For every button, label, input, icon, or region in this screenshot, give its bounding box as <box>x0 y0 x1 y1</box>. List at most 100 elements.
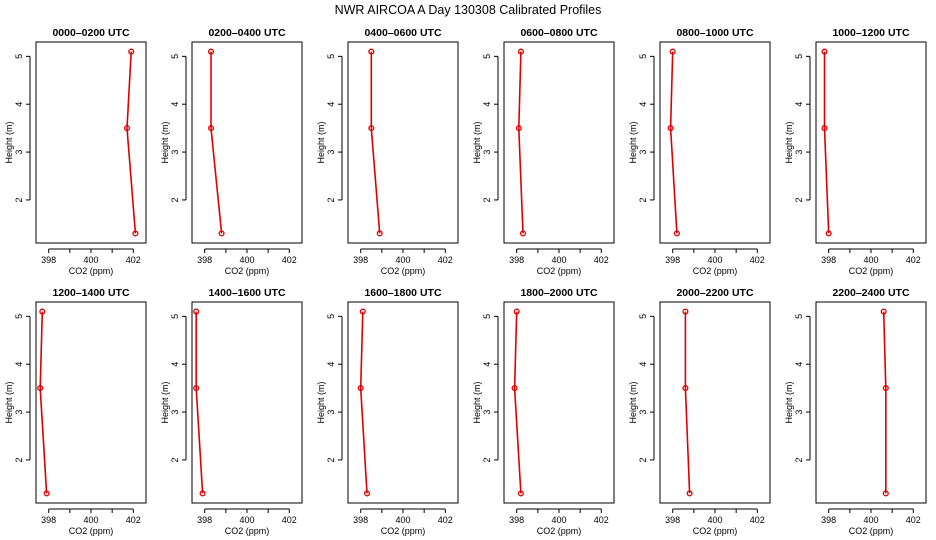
data-point <box>513 308 520 315</box>
data-point <box>669 48 676 55</box>
y-tick-label: 2 <box>170 457 180 462</box>
x-tick-label: 400 <box>863 255 878 265</box>
data-point <box>686 490 693 497</box>
data-point <box>667 125 674 132</box>
x-tick-label: 402 <box>282 515 297 525</box>
y-tick-label: 5 <box>638 314 648 319</box>
x-tick-label: 398 <box>821 255 836 265</box>
x-tick-label: 398 <box>509 515 524 525</box>
data-point <box>43 490 50 497</box>
profile-line <box>823 51 830 234</box>
x-tick-label: 402 <box>126 255 141 265</box>
y-tick-label: 4 <box>482 102 492 107</box>
y-tick-label: 2 <box>638 197 648 202</box>
profile-line <box>684 311 691 494</box>
x-tick-label: 398 <box>41 515 56 525</box>
y-tick-label: 3 <box>638 150 648 155</box>
panel-title: 0400–0600 UTC <box>364 27 441 39</box>
y-tick-label: 2 <box>14 197 24 202</box>
profile-panel: 1000–1200 UTC 398 400 402 CO2 (ppm) 2 3 4 5 Heigh… <box>784 27 927 276</box>
data-point <box>882 385 889 392</box>
profile-line <box>126 51 137 234</box>
data-point <box>37 385 44 392</box>
x-tick-label: 402 <box>750 255 765 265</box>
profile-line <box>210 51 223 234</box>
profile-line <box>39 311 48 494</box>
data-point <box>682 385 689 392</box>
data-point <box>123 125 131 132</box>
y-tick-label: 5 <box>638 54 648 59</box>
x-tick-label: 398 <box>353 255 368 265</box>
y-tick-label: 3 <box>326 150 336 155</box>
data-point <box>199 490 206 497</box>
panel-title: 1600–1800 UTC <box>364 287 441 299</box>
y-tick-label: 5 <box>794 54 804 59</box>
y-tick-label: 2 <box>482 197 492 202</box>
panels-grid: 0000–0200 UTC 398 400 402 CO2 (ppm) 2 3 4 5 Heigh… <box>4 27 927 536</box>
panel-title: 2000–2200 UTC <box>676 287 753 299</box>
y-tick-label: 2 <box>170 197 180 202</box>
x-tick-label: 400 <box>239 515 254 525</box>
profile-line <box>513 311 522 494</box>
data-point <box>821 125 828 132</box>
data-point <box>511 385 518 392</box>
y-tick-label: 5 <box>326 314 336 319</box>
plot-frame <box>659 41 771 244</box>
x-tick-label: 398 <box>509 255 524 265</box>
x-axis-label: CO2 (ppm) <box>693 526 738 536</box>
y-tick-label: 2 <box>794 457 804 462</box>
data-point <box>128 48 135 55</box>
y-tick-label: 3 <box>794 150 804 155</box>
x-axis-label: CO2 (ppm) <box>225 526 270 536</box>
profile-panel: 1800–2000 UTC 398 400 402 CO2 (ppm) 2 3 4 5 Heigh… <box>472 287 615 536</box>
profile-panel: 0800–1000 UTC 398 400 402 CO2 (ppm) 2 3 4 5 Heigh… <box>628 27 771 276</box>
data-point <box>39 308 46 315</box>
profile-line <box>370 51 381 234</box>
y-axis-label: Height (m) <box>472 381 482 423</box>
x-tick-label: 400 <box>83 255 98 265</box>
y-tick-label: 4 <box>14 102 24 107</box>
y-tick-label: 5 <box>326 54 336 59</box>
x-tick-label: 402 <box>906 515 921 525</box>
data-point <box>207 125 215 132</box>
x-axis-label: CO2 (ppm) <box>69 266 114 276</box>
profile-panel: 0200–0400 UTC 398 400 402 CO2 (ppm) 2 3 4 5 Heigh… <box>160 27 303 276</box>
y-axis-label: Height (m) <box>784 381 794 423</box>
plot-frame <box>35 301 147 504</box>
y-tick-label: 5 <box>482 54 492 59</box>
profile-panel: 1400–1600 UTC 398 400 402 CO2 (ppm) 2 3 4 5 Heigh… <box>160 287 303 536</box>
x-tick-label: 400 <box>863 515 878 525</box>
plot-frame <box>503 41 615 244</box>
x-tick-label: 400 <box>551 255 566 265</box>
x-tick-label: 402 <box>438 515 453 525</box>
y-tick-label: 5 <box>170 54 180 59</box>
x-tick-label: 400 <box>239 255 254 265</box>
data-point <box>363 490 371 497</box>
data-point <box>376 230 383 237</box>
data-point <box>193 385 200 392</box>
y-axis-label: Height (m) <box>784 121 794 163</box>
y-tick-label: 4 <box>326 362 336 367</box>
x-tick-label: 398 <box>821 515 836 525</box>
y-axis-label: Height (m) <box>316 381 326 423</box>
y-tick-label: 2 <box>482 457 492 462</box>
data-point <box>519 230 527 237</box>
y-tick-label: 4 <box>170 362 180 367</box>
y-tick-label: 4 <box>638 102 648 107</box>
x-tick-label: 402 <box>126 515 141 525</box>
x-tick-label: 398 <box>41 255 56 265</box>
y-tick-label: 4 <box>326 102 336 107</box>
profile-panel: 0600–0800 UTC 398 400 402 CO2 (ppm) 2 3 4 5 Heigh… <box>472 27 615 276</box>
x-axis-label: CO2 (ppm) <box>69 526 114 536</box>
x-tick-label: 400 <box>707 255 722 265</box>
plot-frame <box>347 301 459 504</box>
profile-panel: 1200–1400 UTC 398 400 402 CO2 (ppm) 2 3 4 5 Heigh… <box>4 287 147 536</box>
x-tick-label: 402 <box>438 255 453 265</box>
plot-frame <box>347 41 459 244</box>
data-point <box>132 230 139 237</box>
data-point <box>218 230 225 237</box>
y-tick-label: 3 <box>794 410 804 415</box>
x-tick-label: 400 <box>83 515 98 525</box>
profile-line <box>882 311 887 494</box>
data-point <box>682 308 689 315</box>
